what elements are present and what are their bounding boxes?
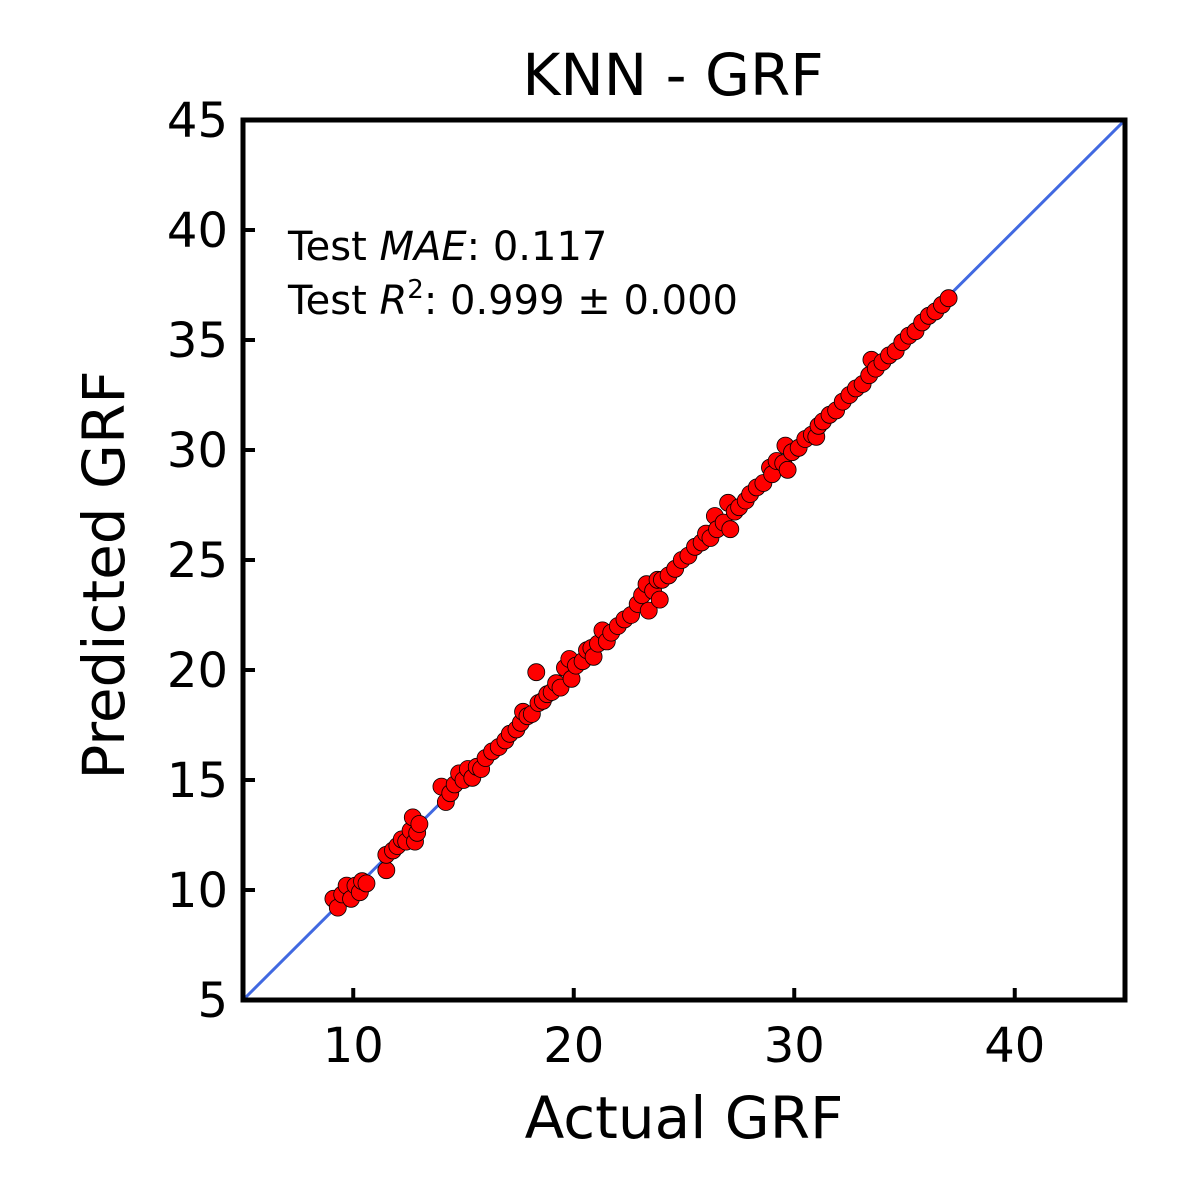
x-tick-label-10: 10 <box>323 1018 384 1074</box>
data-point-68 <box>650 590 669 609</box>
x-tick-label-20: 20 <box>543 1018 604 1074</box>
r2-value: : 0.999 ± 0.000 <box>424 278 738 324</box>
data-point-65 <box>639 601 658 620</box>
mae-prefix: Test <box>287 224 379 270</box>
y-tick-label-30: 30 <box>167 423 228 479</box>
y-tick-label-45: 45 <box>167 93 228 149</box>
chart-title: KNN - GRF <box>522 41 823 109</box>
y-axis-ticks: 5 10 15 20 25 30 35 40 45 <box>167 93 255 1029</box>
y-tick-label-15: 15 <box>167 753 228 809</box>
data-point-40 <box>527 663 546 682</box>
y-tick-label-10: 10 <box>167 863 228 919</box>
data-point-94 <box>778 460 797 479</box>
r2-prefix: Test <box>287 278 379 324</box>
r2-superscript: 2 <box>407 275 424 305</box>
x-tick-label-40: 40 <box>984 1018 1045 1074</box>
data-point-82 <box>721 520 740 539</box>
data-point-121 <box>939 289 958 308</box>
mae-value: : 0.117 <box>467 224 608 270</box>
mae-label: MAE <box>379 224 467 270</box>
data-point-8 <box>357 874 376 893</box>
mae-annotation: Test MAE: 0.117 <box>287 224 607 270</box>
x-axis-label: Actual GRF <box>525 1084 844 1152</box>
y-axis-label: Predicted GRF <box>70 370 138 779</box>
y-tick-label-25: 25 <box>167 533 228 589</box>
data-point-9 <box>377 861 396 880</box>
y-tick-label-40: 40 <box>167 203 228 259</box>
data-points <box>324 289 958 917</box>
y-tick-label-20: 20 <box>167 643 228 699</box>
y-tick-label-5: 5 <box>197 973 228 1029</box>
r2-annotation: Test R2: 0.999 ± 0.000 <box>287 275 738 324</box>
r2-label: R <box>379 278 407 324</box>
x-tick-label-30: 30 <box>764 1018 825 1074</box>
data-point-19 <box>410 815 429 833</box>
y-tick-label-35: 35 <box>167 313 228 369</box>
metrics-annotation: Test MAE: 0.117 Test R2: 0.999 ± 0.000 <box>287 224 738 324</box>
plot-area <box>240 117 1128 1003</box>
x-axis-ticks: 10 20 30 40 <box>323 988 1045 1074</box>
